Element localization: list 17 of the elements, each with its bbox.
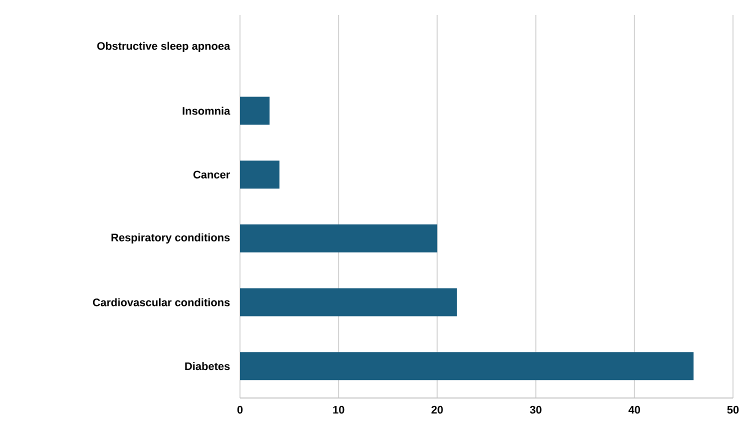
y-tick-label: Cardiovascular conditions — [92, 298, 230, 306]
x-tick-label: 10 — [333, 406, 344, 414]
x-tick-label: 0 — [237, 406, 243, 414]
x-tick-label: 30 — [530, 406, 542, 414]
x-tick-label: 40 — [628, 406, 640, 414]
bar — [240, 224, 438, 252]
bar — [240, 96, 270, 125]
y-tick-label: Diabetes — [185, 362, 230, 370]
x-tick-label: 20 — [431, 406, 443, 414]
bar — [240, 160, 280, 189]
y-tick-label: Obstructive sleep apnoea — [97, 42, 230, 52]
y-tick-label: Insomnia — [182, 106, 230, 115]
y-tick-label: Cancer — [193, 170, 230, 178]
bar — [240, 288, 457, 316]
bar — [240, 352, 694, 380]
x-tick-label: 50 — [727, 406, 739, 414]
y-tick-label: Respiratory conditions — [112, 233, 230, 244]
